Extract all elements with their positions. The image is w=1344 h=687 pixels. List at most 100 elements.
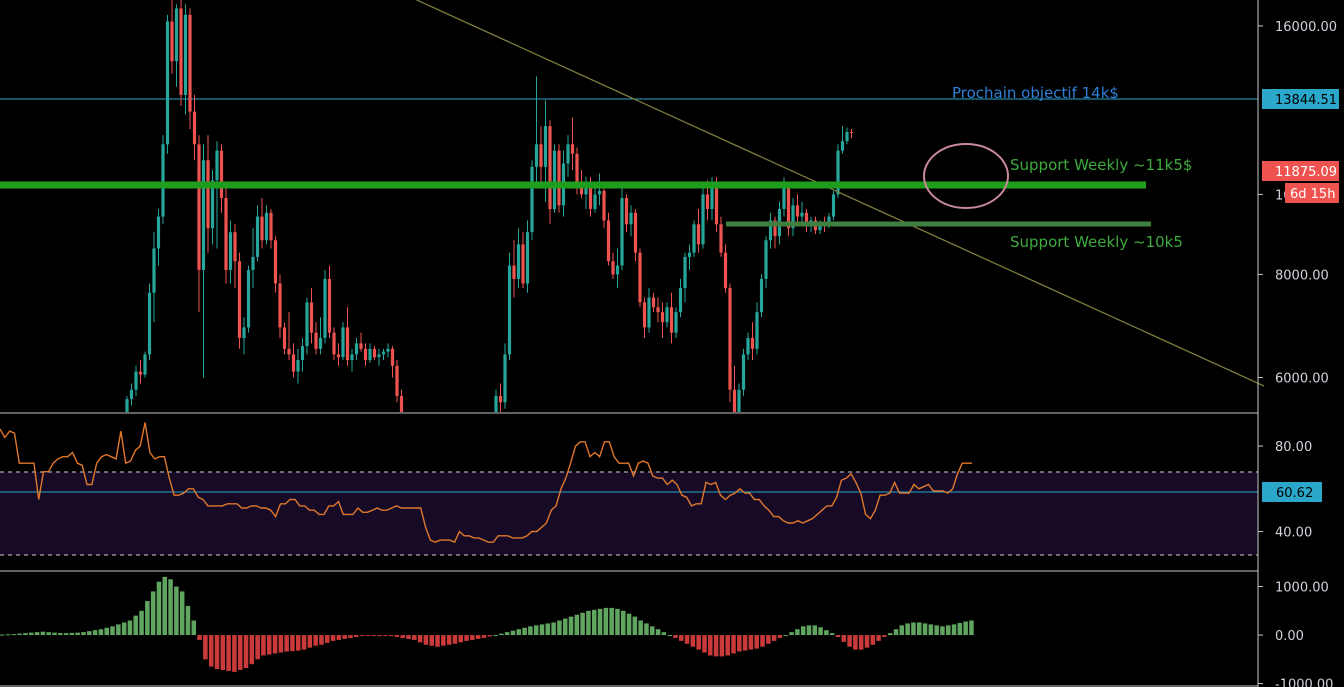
candle <box>696 209 701 253</box>
histogram-bar <box>673 635 678 638</box>
candle-body <box>399 395 404 412</box>
candle-body <box>386 348 390 352</box>
histogram-bar <box>121 622 127 636</box>
histogram-bar <box>731 635 736 654</box>
candle-body <box>134 371 138 390</box>
candle-body <box>516 244 521 279</box>
histogram-bar <box>359 635 365 637</box>
candle-body <box>255 216 260 257</box>
highlight-circle[interactable] <box>923 143 1009 209</box>
candle-body <box>498 395 503 403</box>
candle <box>282 322 287 355</box>
histogram-bar <box>795 629 800 636</box>
candle-body <box>687 252 692 257</box>
candle-body <box>390 348 395 366</box>
histogram-bar <box>354 635 359 638</box>
candle-body <box>377 354 381 358</box>
candle <box>656 297 660 323</box>
candle-body <box>503 354 507 403</box>
histogram-bar <box>301 635 307 650</box>
histogram-bar <box>446 635 452 645</box>
candle-body <box>237 261 242 338</box>
histogram-bar <box>853 635 858 650</box>
candle-body <box>624 198 629 225</box>
candle <box>732 365 737 412</box>
candle <box>750 322 755 361</box>
candle <box>228 220 233 284</box>
candle-body <box>588 187 593 210</box>
histogram-bar <box>394 635 400 638</box>
histogram-bar <box>377 635 382 637</box>
histogram-bar <box>632 616 638 636</box>
histogram-bar <box>568 616 574 636</box>
histogram-bar <box>371 635 376 637</box>
candle <box>237 252 242 349</box>
candle <box>192 94 197 161</box>
histogram-bar <box>174 586 179 636</box>
histogram-bar <box>295 635 301 651</box>
candle-body <box>165 21 170 145</box>
histogram-bar <box>46 632 51 636</box>
candle <box>701 187 705 249</box>
rsi-value-tag <box>1262 482 1322 502</box>
candle <box>314 322 318 355</box>
candle-body <box>147 292 152 355</box>
price-tick-label: 6000.00 <box>1275 372 1329 387</box>
target-label: Prochain objectif 14k$ <box>952 84 1119 102</box>
candle-body <box>359 343 363 349</box>
candle <box>692 220 696 257</box>
histogram-bar <box>650 626 655 636</box>
candle-body <box>341 327 345 358</box>
trendline[interactable] <box>408 0 1265 387</box>
candle <box>161 135 165 225</box>
histogram-bar <box>342 635 347 639</box>
candle <box>251 228 255 289</box>
histogram-bar <box>92 630 98 636</box>
histogram-bar <box>319 635 324 645</box>
candle-body <box>395 365 399 396</box>
candle <box>174 4 179 87</box>
candle <box>624 194 629 233</box>
candle <box>390 346 395 378</box>
histogram-bar <box>957 622 963 636</box>
candle-body <box>728 288 732 390</box>
candle <box>498 383 503 412</box>
histogram-bar <box>145 601 150 636</box>
histogram-bar <box>278 635 284 653</box>
candle-body <box>521 244 525 284</box>
candle-body <box>660 312 665 323</box>
histogram-bar <box>870 635 876 645</box>
candle <box>539 126 543 184</box>
histogram-bar <box>737 635 742 652</box>
histogram-bar <box>806 625 812 636</box>
histogram-bar <box>23 633 28 636</box>
histogram-bar <box>5 634 11 636</box>
rsi-value-tag-text: 60.62 <box>1276 486 1313 501</box>
candle <box>246 265 251 333</box>
candle <box>327 265 332 338</box>
histogram-bar <box>591 609 597 636</box>
candle-body <box>804 212 809 227</box>
candle-body <box>332 332 336 355</box>
rsi-axis[interactable]: 80.00 40.00 60.62 <box>1258 440 1322 541</box>
histogram-bar <box>690 635 696 647</box>
candle-body <box>372 348 377 358</box>
histogram-bar <box>383 635 388 637</box>
histogram-bar <box>876 635 881 641</box>
candle-body <box>201 160 206 270</box>
candle <box>395 360 399 403</box>
histogram-bar <box>208 635 214 667</box>
histogram-bar <box>940 626 945 636</box>
candle-body <box>291 354 296 372</box>
candle <box>849 129 854 139</box>
candle-body <box>305 302 309 347</box>
histogram-bar <box>406 635 411 639</box>
candle <box>611 252 615 279</box>
candle <box>296 348 300 384</box>
histogram-bar <box>168 579 173 636</box>
macd-axis[interactable]: 1000.00 0.00 -1000.00 <box>1258 581 1333 687</box>
candle <box>840 126 845 154</box>
histogram-bar <box>586 610 591 636</box>
